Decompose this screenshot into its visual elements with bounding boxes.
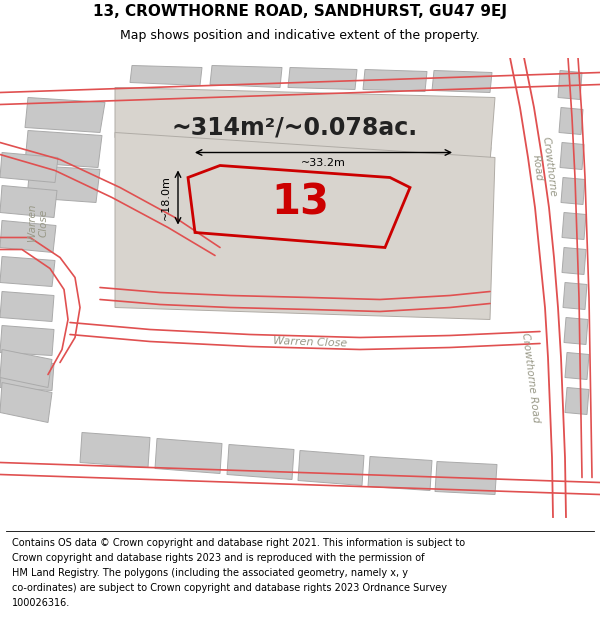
Polygon shape [25,98,105,132]
Text: ~314m²/~0.078ac.: ~314m²/~0.078ac. [172,116,418,139]
Polygon shape [430,144,491,177]
Polygon shape [115,132,495,319]
Text: Warren Close: Warren Close [273,336,347,349]
Polygon shape [432,71,492,92]
Polygon shape [435,461,497,494]
Polygon shape [565,352,589,379]
Polygon shape [0,186,57,218]
Polygon shape [115,88,495,162]
Text: 13, CROWTHORNE ROAD, SANDHURST, GU47 9EJ: 13, CROWTHORNE ROAD, SANDHURST, GU47 9EJ [93,4,507,19]
Polygon shape [0,256,55,286]
Polygon shape [0,291,54,321]
Polygon shape [0,382,52,423]
Text: HM Land Registry. The polygons (including the associated geometry, namely x, y: HM Land Registry. The polygons (includin… [12,568,408,578]
Text: ~33.2m: ~33.2m [301,158,346,168]
Text: Crown copyright and database rights 2023 and is reproduced with the permission o: Crown copyright and database rights 2023… [12,553,425,563]
Polygon shape [0,361,54,391]
Polygon shape [363,69,427,91]
Polygon shape [561,177,585,204]
Polygon shape [227,444,294,479]
Text: Map shows position and indicative extent of the property.: Map shows position and indicative extent… [120,29,480,42]
Text: Contains OS data © Crown copyright and database right 2021. This information is : Contains OS data © Crown copyright and d… [12,538,465,548]
Polygon shape [0,326,54,356]
Polygon shape [563,282,587,309]
Text: Crowthorne Road: Crowthorne Road [520,332,541,423]
Polygon shape [0,152,58,182]
Polygon shape [565,388,589,414]
Text: co-ordinates) are subject to Crown copyright and database rights 2023 Ordnance S: co-ordinates) are subject to Crown copyr… [12,583,447,593]
Text: ~18.0m: ~18.0m [161,175,171,220]
Polygon shape [210,66,282,88]
Polygon shape [430,109,493,142]
Polygon shape [155,439,222,474]
Polygon shape [432,177,490,212]
Polygon shape [298,451,364,486]
Polygon shape [368,456,432,491]
Text: 13: 13 [271,181,329,224]
Polygon shape [288,68,357,89]
Polygon shape [564,318,588,344]
Text: 100026316.: 100026316. [12,598,70,608]
Polygon shape [558,71,582,99]
Polygon shape [0,221,56,253]
Polygon shape [80,432,150,468]
Polygon shape [562,248,586,274]
Polygon shape [25,131,102,168]
Polygon shape [0,349,52,388]
Polygon shape [130,66,202,86]
Polygon shape [27,166,100,202]
Polygon shape [560,142,584,169]
Text: Crowthorne
Road: Crowthorne Road [529,136,557,199]
Polygon shape [559,107,583,134]
Text: Warren
Close: Warren Close [27,204,49,241]
Polygon shape [562,213,586,239]
